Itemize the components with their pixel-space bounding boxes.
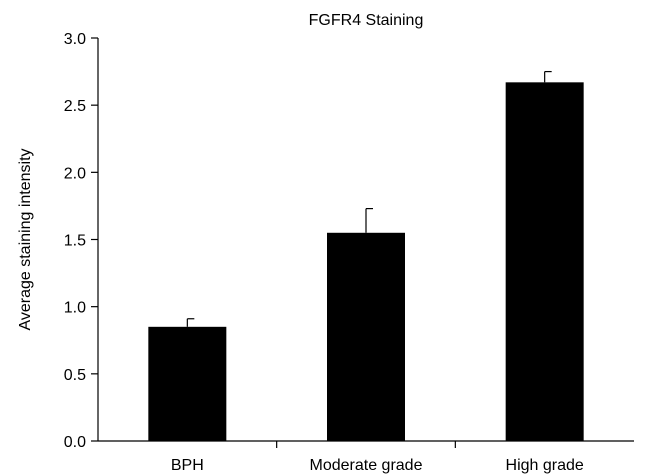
chart-title: FGFR4 Staining xyxy=(309,12,424,29)
y-tick-label: 0.0 xyxy=(64,434,86,451)
x-category-label: Moderate grade xyxy=(310,457,423,474)
bar xyxy=(505,82,584,441)
y-tick-label: 1.5 xyxy=(64,233,86,250)
y-axis-ticks: 0.0 0.5 1.0 1.5 2.0 2.5 3.0 xyxy=(64,31,456,451)
x-category-label: BPH xyxy=(171,457,204,474)
bars-group xyxy=(148,70,584,441)
category-labels: BPH Moderate grade High grade xyxy=(171,457,584,474)
bar xyxy=(148,326,227,441)
y-tick-label: 0.5 xyxy=(64,367,86,384)
bar xyxy=(327,232,405,441)
y-tick-label: 2.0 xyxy=(64,165,86,182)
y-tick-label: 3.0 xyxy=(64,31,86,48)
y-tick-label: 1.0 xyxy=(64,300,86,317)
x-category-label: High grade xyxy=(506,457,584,474)
y-axis-label: Average staining intensity xyxy=(17,148,34,330)
y-tick-label: 2.5 xyxy=(64,98,86,115)
